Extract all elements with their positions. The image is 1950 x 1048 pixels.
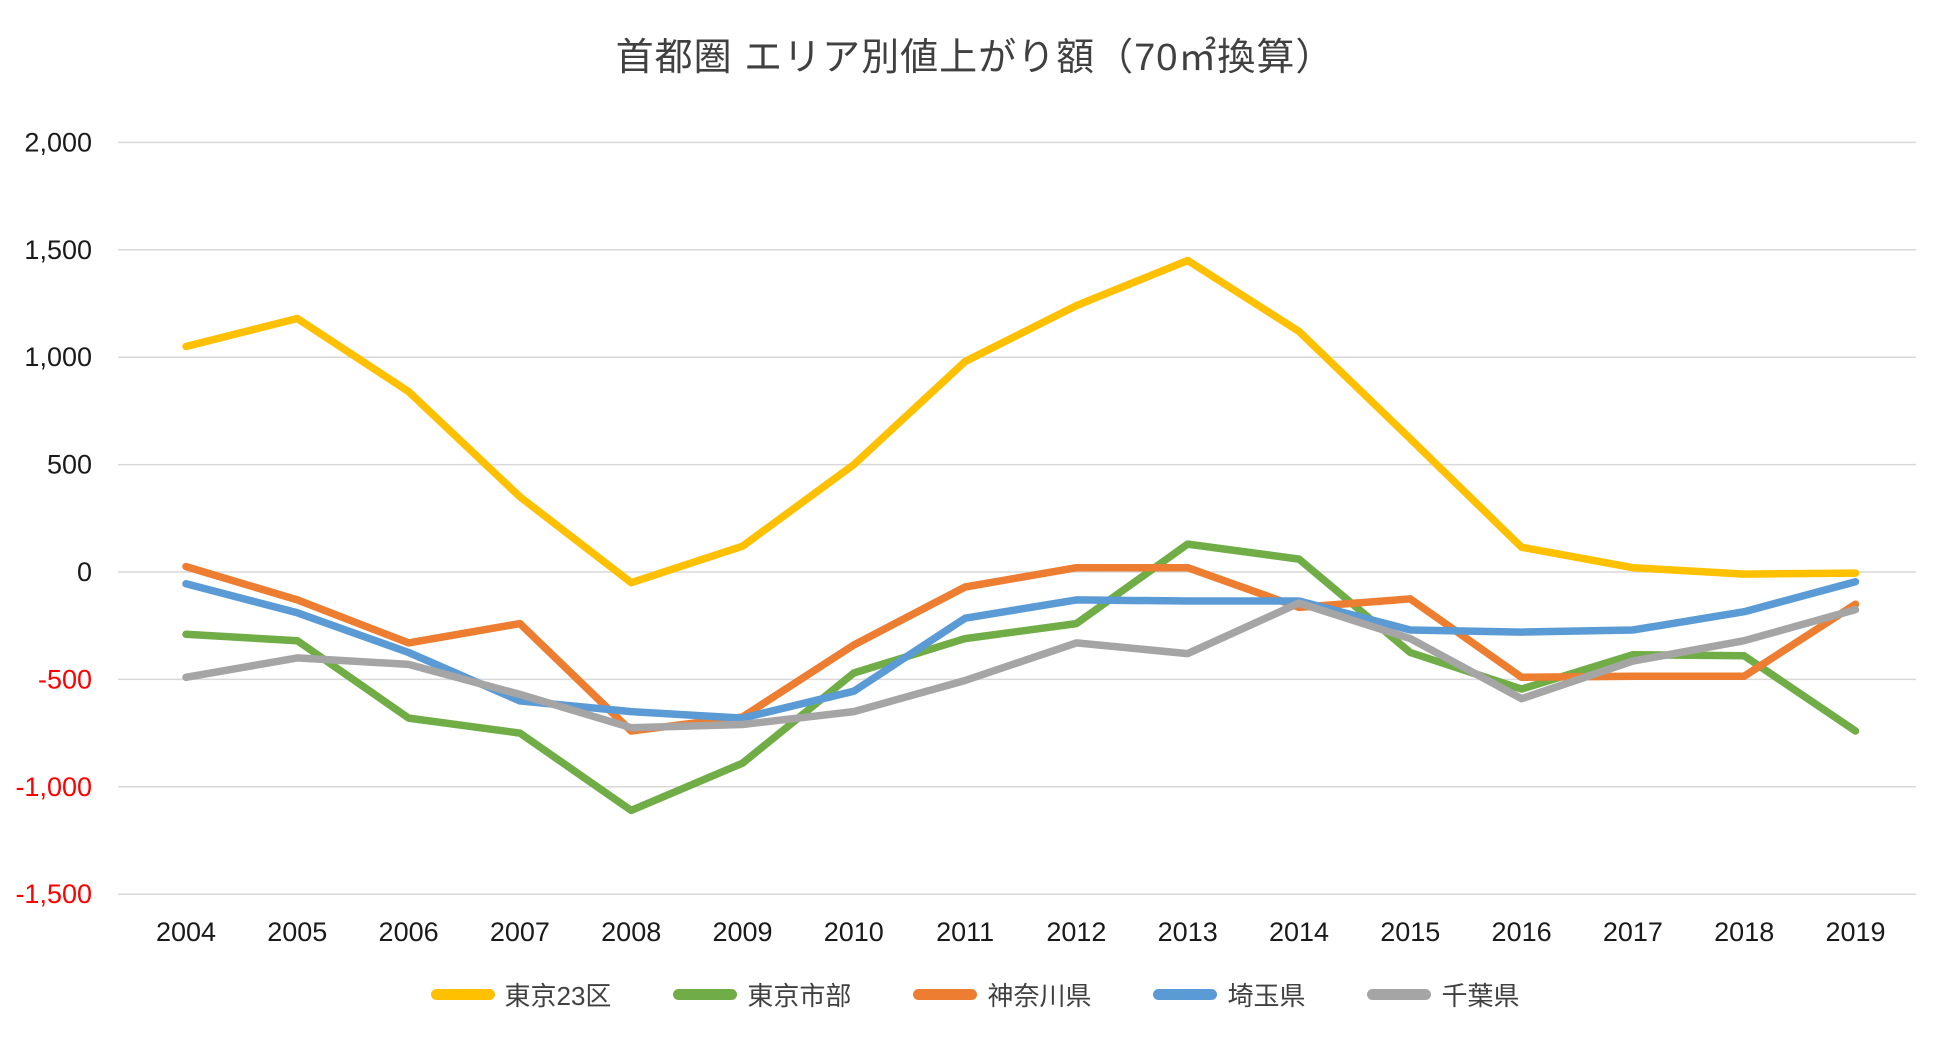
x-axis-tick-label: 2015 [1380,917,1440,947]
y-axis-tick-label: 500 [47,450,92,480]
legend-label: 東京23区 [504,981,612,1011]
x-axis-tick-label: 2004 [156,917,216,947]
x-axis-tick-label: 2019 [1825,917,1885,947]
x-axis-tick-label: 2013 [1158,917,1218,947]
series-line-東京23区 [182,256,1860,587]
legend-item-神奈川県: 神奈川県 [913,976,1091,1013]
x-axis-tick-label: 2005 [267,917,327,947]
chart-legend: 東京23区 東京市部 神奈川県 埼玉県 千葉県 [0,976,1950,1013]
legend-item-東京23区: 東京23区 [430,976,612,1013]
x-axis-tick-label: 2014 [1269,917,1329,947]
legend-label: 神奈川県 [987,981,1092,1011]
legend-label: 埼玉県 [1227,981,1306,1011]
y-axis-tick-label: 0 [77,557,92,587]
legend-swatch [1153,989,1218,1000]
x-axis-tick-label: 2018 [1714,917,1774,947]
legend-item-東京市部: 東京市部 [673,976,851,1013]
legend-swatch [1367,989,1432,1000]
legend-item-千葉県: 千葉県 [1367,976,1519,1013]
legend-label: 千葉県 [1441,981,1520,1011]
y-axis-tick-label: 1,500 [24,235,92,265]
y-axis-tick-label: 2,000 [24,127,92,157]
y-axis-tick-label: -1,500 [15,879,92,909]
x-axis-tick-label: 2016 [1492,917,1552,947]
series-line-千葉県 [182,599,1860,732]
y-axis-tick-label: 1,000 [24,342,92,372]
x-axis-tick-label: 2017 [1603,917,1663,947]
y-axis-tick-label: -1,000 [15,772,92,802]
x-axis-tick-label: 2006 [379,917,439,947]
y-axis-tick-label: -500 [38,664,92,694]
series-line-埼玉県 [182,577,1860,722]
legend-label: 東京市部 [747,981,852,1011]
x-axis-tick-label: 2007 [490,917,550,947]
x-axis-tick-label: 2010 [824,917,884,947]
x-axis-tick-label: 2008 [601,917,661,947]
x-axis-tick-label: 2012 [1046,917,1106,947]
x-axis-tick-label: 2009 [712,917,772,947]
chart-title: 首都圏 エリア別値上がり額（70㎡換算） [615,37,1335,79]
x-axis-tick-label: 2011 [936,917,994,947]
legend-swatch [673,989,738,1000]
legend-swatch [430,989,495,1000]
legend-swatch [913,989,978,1000]
series-line-東京市部 [182,540,1860,815]
series-line-神奈川県 [182,562,1860,735]
legend-item-埼玉県: 埼玉県 [1153,976,1305,1013]
